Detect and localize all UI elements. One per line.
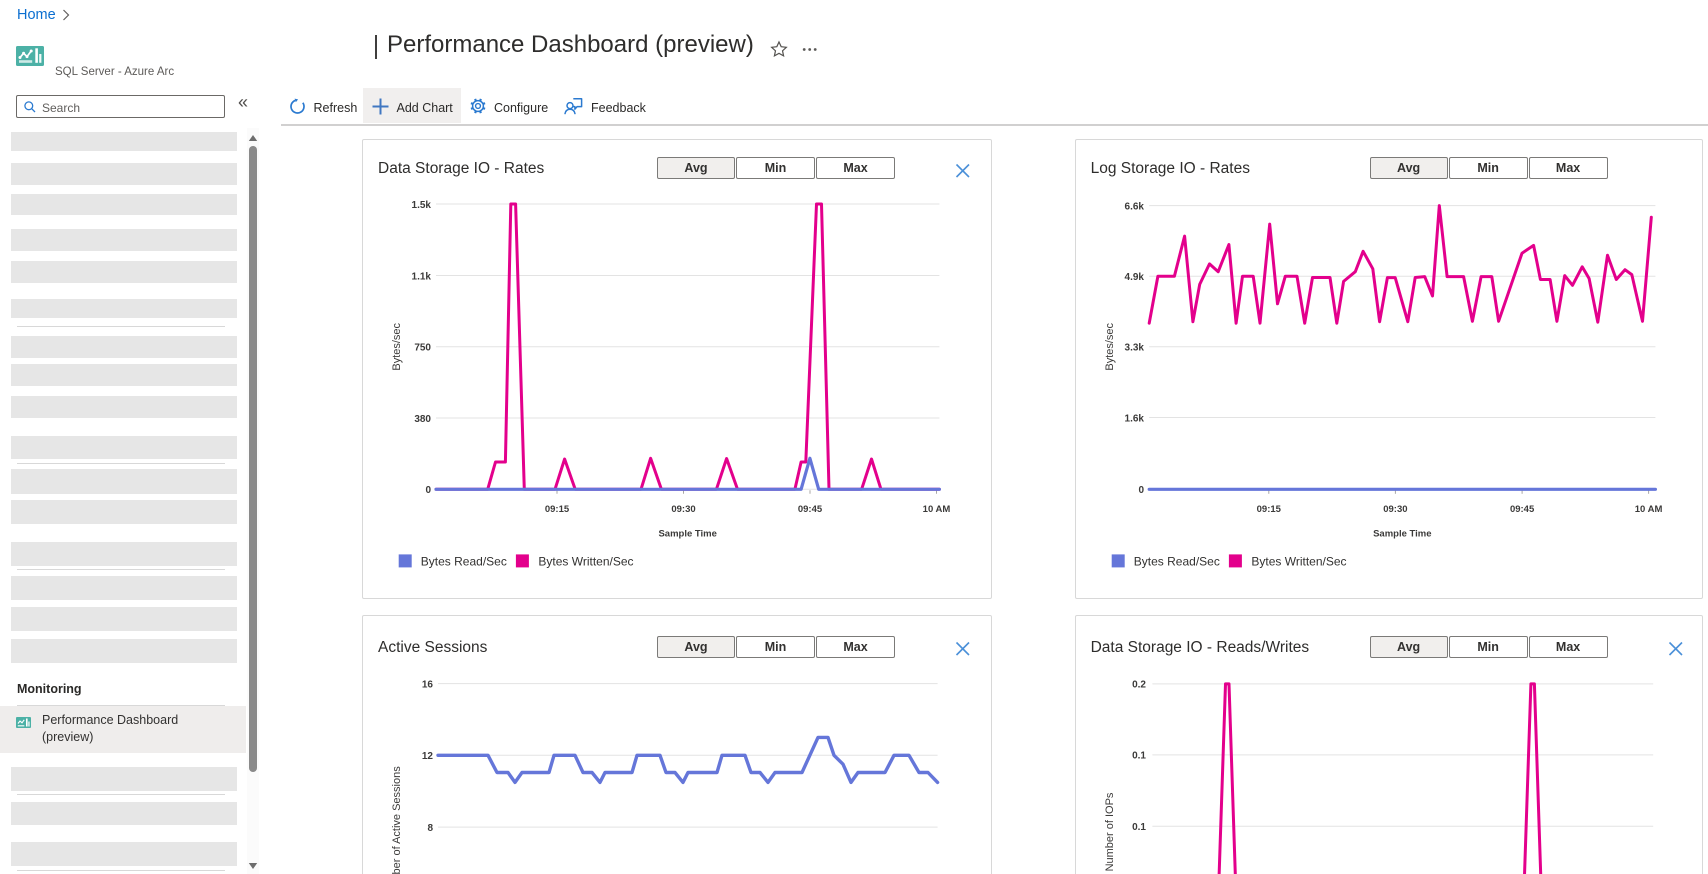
svg-text:09:30: 09:30 [1383, 504, 1407, 515]
svg-text:Bytes Read/Sec: Bytes Read/Sec [1133, 555, 1219, 569]
svg-text:Bytes/sec: Bytes/sec [1104, 322, 1116, 370]
svg-text:09:45: 09:45 [1510, 504, 1535, 515]
svg-text:Bytes Written/Sec: Bytes Written/Sec [538, 555, 633, 569]
svg-text:Sample Time: Sample Time [658, 529, 716, 540]
svg-text:0: 0 [1138, 485, 1144, 496]
svg-text:09:45: 09:45 [798, 504, 823, 515]
svg-text:09:15: 09:15 [545, 504, 570, 515]
svg-text:380: 380 [414, 414, 431, 425]
svg-text:0.1: 0.1 [1132, 822, 1146, 833]
svg-text:Bytes Read/Sec: Bytes Read/Sec [421, 555, 507, 569]
svg-text:Number of Active Sessions: Number of Active Sessions [391, 766, 403, 874]
svg-text:10 AM: 10 AM [923, 504, 951, 515]
svg-text:Bytes Written/Sec: Bytes Written/Sec [1251, 555, 1346, 569]
svg-text:12: 12 [422, 751, 434, 762]
svg-text:0: 0 [425, 485, 431, 496]
svg-text:750: 750 [414, 343, 431, 354]
svg-text:6.6k: 6.6k [1124, 201, 1144, 212]
svg-text:4.9k: 4.9k [1124, 272, 1144, 283]
svg-text:09:15: 09:15 [1256, 504, 1281, 515]
svg-text:Sample Time: Sample Time [1373, 529, 1431, 540]
svg-text:0.1: 0.1 [1132, 751, 1146, 762]
svg-text:1.5k: 1.5k [412, 200, 432, 211]
svg-text:09:30: 09:30 [671, 504, 695, 515]
svg-text:1.1k: 1.1k [412, 271, 432, 282]
svg-text:Number of IOPs: Number of IOPs [1104, 792, 1116, 871]
svg-text:8: 8 [427, 823, 433, 834]
svg-text:10 AM: 10 AM [1634, 504, 1662, 515]
svg-text:3.3k: 3.3k [1124, 343, 1144, 354]
svg-text:Bytes/sec: Bytes/sec [391, 322, 403, 370]
svg-text:16: 16 [422, 680, 434, 691]
svg-text:0.2: 0.2 [1132, 680, 1146, 691]
svg-text:1.6k: 1.6k [1124, 413, 1144, 424]
